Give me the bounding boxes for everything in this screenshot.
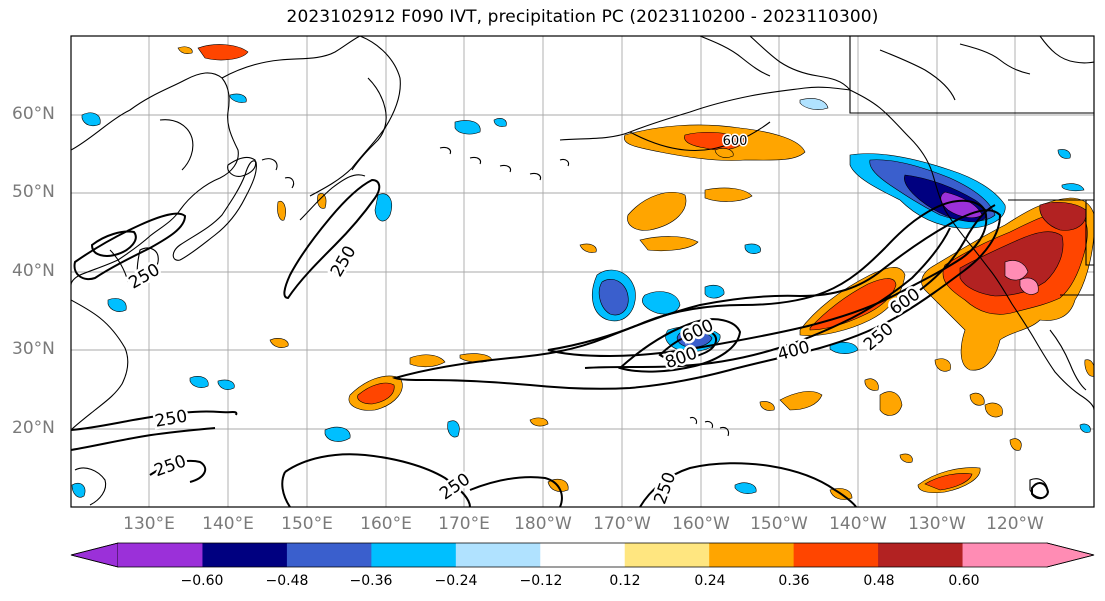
lon-label-140w: 140°W: [829, 514, 887, 534]
lat-label-30n: 30°N: [12, 339, 55, 359]
colorbar-tick-label: −0.24: [434, 573, 478, 589]
ivt-contours: [71, 178, 1050, 507]
lat-label-50n: 50°N: [12, 182, 55, 202]
map-frame: [70, 35, 1095, 508]
colorbar-tick-label: −0.36: [349, 573, 393, 589]
lat-label-40n: 40°N: [12, 261, 55, 281]
colorbar-segment: [793, 543, 879, 567]
lon-label-140e: 140°E: [202, 514, 254, 534]
lon-label-180w: 180°W: [514, 514, 572, 534]
colorbar-segment: [540, 543, 626, 567]
colorbar-segment: [118, 543, 203, 567]
lon-label-120w: 120°W: [986, 514, 1044, 534]
colorbar-segment: [371, 543, 457, 567]
colorbar-tick-label: −0.48: [265, 573, 309, 589]
colorbar-segment: [455, 543, 541, 567]
lon-label-160w: 160°W: [672, 514, 730, 534]
colorbar-segment: [624, 543, 710, 567]
contour-label-600-alaska: 600: [723, 134, 748, 149]
colorbar-segment: [202, 543, 288, 567]
lon-label-170e: 170°E: [438, 514, 490, 534]
lon-label-170w: 170°W: [593, 514, 651, 534]
colorbar-tick-label: −0.12: [519, 573, 563, 589]
map-background: [71, 36, 1094, 507]
contour-label-250-south-a: 250: [153, 406, 188, 431]
colorbar-extend-max: [1046, 542, 1095, 568]
colorbar-segment: [286, 543, 372, 567]
colorbar-tick-label: −0.60: [180, 573, 224, 589]
colorbar-tick-label: 0.24: [694, 573, 726, 589]
colorbar-tick-label: 0.60: [948, 573, 980, 589]
lon-label-130w: 130°W: [908, 514, 966, 534]
lon-label-150e: 150°E: [281, 514, 333, 534]
colorbar-segment: [709, 543, 795, 567]
colorbar: [70, 542, 1095, 568]
colorbar-outline: [70, 542, 1095, 568]
lat-label-20n: 20°N: [12, 418, 55, 438]
lat-label-60n: 60°N: [12, 104, 55, 124]
colorbar-extend-min: [70, 542, 119, 568]
colorbar-segment: [878, 543, 964, 567]
colorbar-tick-label: 0.12: [609, 573, 641, 589]
colorbar-segment: [962, 543, 1048, 567]
map-title: 2023102912 F090 IVT, precipitation PC (2…: [286, 7, 879, 27]
lon-label-160e: 160°E: [360, 514, 412, 534]
coastlines: [71, 36, 1094, 506]
negative-precip-areas: [71, 93, 1091, 498]
lon-label-130e: 130°E: [123, 514, 175, 534]
positive-precip-areas: [177, 44, 1094, 500]
colorbar-tick-label: 0.36: [778, 573, 810, 589]
colorbar-tick-label: 0.48: [863, 573, 895, 589]
lon-label-150w: 150°W: [750, 514, 808, 534]
